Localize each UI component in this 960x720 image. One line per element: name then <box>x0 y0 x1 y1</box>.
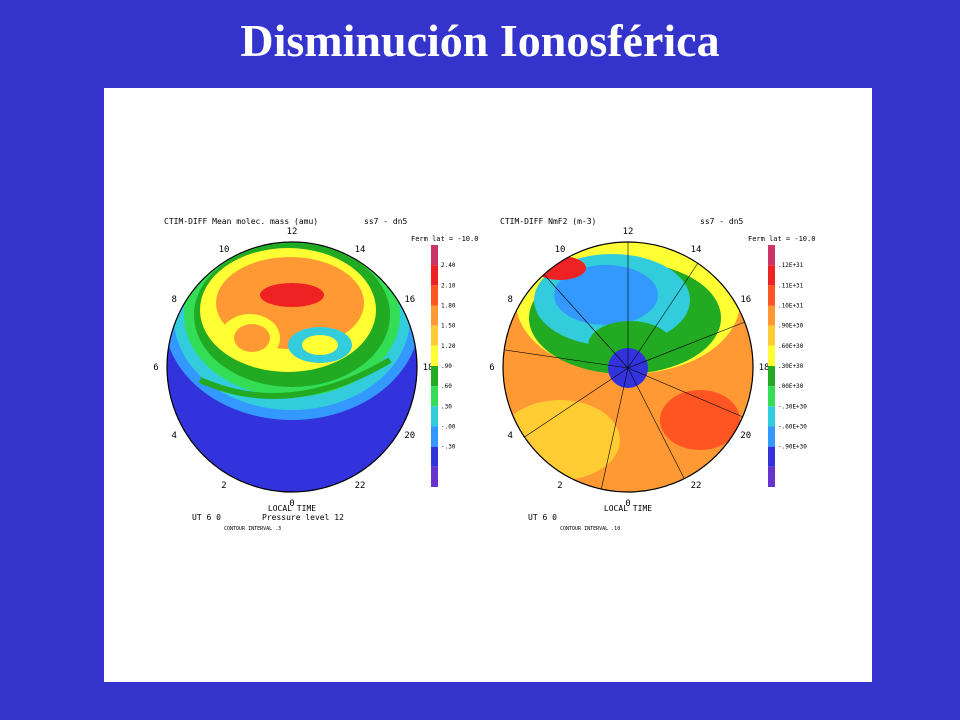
hour-label: 22 <box>691 481 702 491</box>
plot-header: CTIM-DIFF Mean molec. mass (amu) <box>164 217 318 226</box>
figure: CTIM-DIFF Mean molec. mass (amu) ss7 - dn… <box>104 88 872 682</box>
hour-label: 20 <box>740 431 751 441</box>
hour-label: 16 <box>740 295 751 305</box>
colorbar-swatch <box>768 366 775 387</box>
colorbar-label: 1.80 <box>441 303 456 310</box>
colorbar-swatch <box>768 466 775 487</box>
colorbar-label: 1.50 <box>441 323 456 330</box>
colorbar-swatch <box>768 325 775 346</box>
hour-label: 4 <box>508 431 513 441</box>
plot-case: ss7 - dn5 <box>700 217 744 226</box>
hour-label: 4 <box>172 431 177 441</box>
hour-label: 22 <box>355 481 366 491</box>
colorbar-label: .60E+30 <box>778 343 804 350</box>
colorbar-swatch <box>768 265 775 286</box>
hour-label: 8 <box>508 295 513 305</box>
hour-label: 12 <box>623 227 634 237</box>
colorbar-swatch <box>431 466 438 487</box>
colorbar-swatch <box>431 245 438 266</box>
plot-lat: Ferm lat = -10.0 <box>748 235 815 243</box>
hour-label: 20 <box>404 431 415 441</box>
hour-label: 6 <box>153 363 158 373</box>
colorbar-label: .10E+31 <box>778 303 804 310</box>
hour-label: 18 <box>759 363 770 373</box>
contour-map <box>503 242 753 492</box>
colorbar-swatch <box>431 285 438 306</box>
colorbar-label: .00E+30 <box>778 383 804 390</box>
slide-title: Disminución Ionosférica <box>240 15 720 66</box>
colorbar-label: 1.20 <box>441 343 456 350</box>
colorbar-swatch <box>431 386 438 407</box>
hour-label: 14 <box>355 245 366 255</box>
colorbar-label: 2.40 <box>441 262 456 269</box>
ut-label: UT 6 0 <box>192 513 221 522</box>
colorbar-label: .11E+31 <box>778 282 804 289</box>
hour-label: 8 <box>172 295 177 305</box>
colorbar-label: -.00 <box>441 424 456 431</box>
hour-label: 0 <box>625 499 630 509</box>
colorbar-label: .12E+31 <box>778 262 804 269</box>
colorbar-swatch <box>431 406 438 427</box>
colorbar-label: -.30E+30 <box>778 403 807 410</box>
colorbar-swatch <box>768 406 775 427</box>
colorbar-label: -.90E+30 <box>778 444 807 451</box>
colorbar-label: .60 <box>441 383 452 390</box>
colorbar-swatch <box>768 245 775 266</box>
colorbar-swatch <box>431 265 438 286</box>
colorbar-label: .30E+30 <box>778 363 804 370</box>
axis-label: LOCAL TIME <box>268 504 316 513</box>
plot-lat: Ferm lat = -10.0 <box>411 235 478 243</box>
colorbar-swatch <box>768 446 775 467</box>
plot-header: CTIM-DIFF NmF2 (m-3) <box>500 217 596 226</box>
footer-note: CONTOUR INTERVAL .3 <box>224 526 281 532</box>
hour-label: 16 <box>404 295 415 305</box>
ut-label: UT 6 0 <box>528 513 557 522</box>
colorbar-swatch <box>768 345 775 366</box>
hour-label: 6 <box>489 363 494 373</box>
colorbar-label: .90 <box>441 363 452 370</box>
map-border <box>166 241 418 493</box>
colorbar-label: -.60E+30 <box>778 424 807 431</box>
colorbar-label: .90E+30 <box>778 323 804 330</box>
hour-label: 18 <box>423 363 434 373</box>
colorbar-label: -.30 <box>441 444 456 451</box>
colorbar-swatch <box>431 446 438 467</box>
contour-map <box>167 242 417 492</box>
level-label: Pressure level 12 <box>262 513 344 522</box>
colorbar-swatch <box>768 386 775 407</box>
colorbar-swatch <box>768 305 775 326</box>
hour-label: 0 <box>289 499 294 509</box>
hour-label: 14 <box>691 245 702 255</box>
colorbar-swatch <box>768 426 775 447</box>
hour-label: 2 <box>221 481 226 491</box>
colorbar-swatch <box>768 285 775 306</box>
axis-label: LOCAL TIME <box>604 504 652 513</box>
colorbar-label: 2.10 <box>441 282 456 289</box>
colorbar-swatch <box>431 366 438 387</box>
plot-case: ss7 - dn5 <box>364 217 408 226</box>
colorbar-swatch <box>431 345 438 366</box>
footer-note: CONTOUR INTERVAL .10 <box>560 526 620 532</box>
colorbar-swatch <box>431 426 438 447</box>
hour-label: 10 <box>219 245 230 255</box>
hour-label: 12 <box>287 227 298 237</box>
hour-label: 10 <box>555 245 566 255</box>
colorbar-label: .30 <box>441 403 452 410</box>
colorbar-swatch <box>431 305 438 326</box>
colorbar-swatch <box>431 325 438 346</box>
map-border <box>502 241 754 493</box>
hour-label: 2 <box>557 481 562 491</box>
